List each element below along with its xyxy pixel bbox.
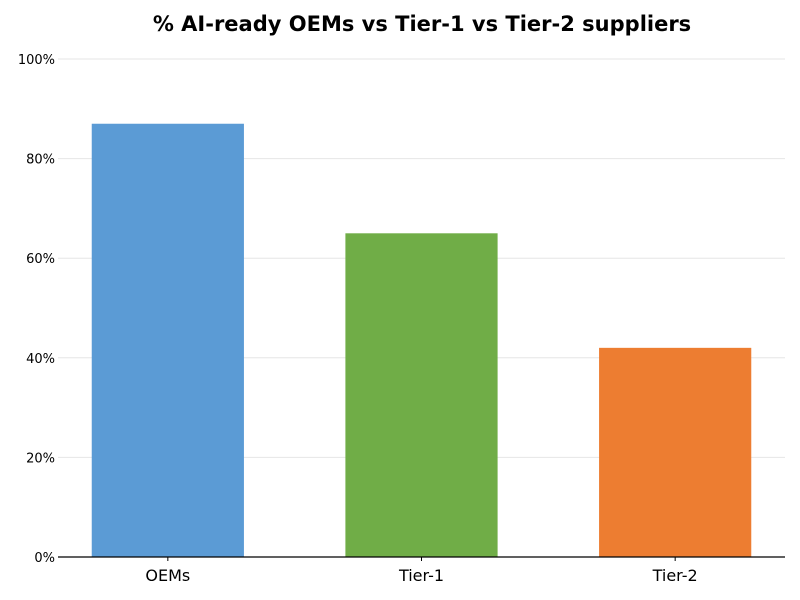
y-tick-label: 40% — [26, 352, 55, 367]
y-tick-label: 0% — [34, 551, 55, 566]
y-tick-label: 80% — [26, 153, 55, 168]
bar-oems — [91, 123, 244, 558]
y-tick-label: 20% — [26, 451, 55, 466]
x-tick-label: Tier-1 — [398, 566, 444, 585]
bar-tier-1 — [345, 233, 498, 558]
x-tick-label: OEMs — [145, 566, 190, 585]
x-tick-label: Tier-2 — [652, 566, 698, 585]
y-tick-label: 60% — [26, 252, 55, 267]
chart-title: % AI-ready OEMs vs Tier-1 vs Tier-2 supp… — [153, 12, 691, 36]
y-tick-label: 100% — [18, 53, 55, 68]
bar-tier-2 — [599, 347, 752, 557]
